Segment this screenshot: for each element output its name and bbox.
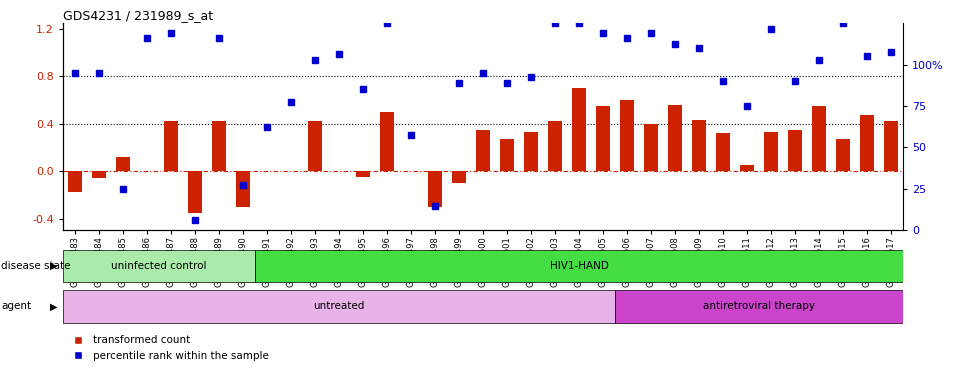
Text: ▶: ▶ — [50, 301, 58, 311]
Bar — [860, 116, 874, 171]
Bar — [740, 165, 754, 171]
Text: GDS4231 / 231989_s_at: GDS4231 / 231989_s_at — [63, 9, 213, 22]
Bar — [308, 121, 322, 171]
Bar — [716, 133, 730, 171]
Bar — [548, 121, 562, 171]
Text: antiretroviral therapy: antiretroviral therapy — [703, 301, 815, 311]
Text: uninfected control: uninfected control — [111, 261, 207, 271]
Bar — [163, 121, 178, 171]
Bar — [615, 290, 903, 323]
Bar — [499, 139, 514, 171]
Bar — [884, 121, 898, 171]
Bar — [63, 290, 615, 323]
Bar — [255, 250, 903, 282]
Bar — [836, 139, 850, 171]
Bar — [355, 171, 370, 177]
Bar — [596, 106, 611, 171]
Bar — [187, 171, 202, 213]
Bar — [428, 171, 442, 207]
Bar — [380, 112, 394, 171]
Text: agent: agent — [1, 301, 31, 311]
Text: ▶: ▶ — [50, 261, 58, 271]
Bar — [92, 171, 106, 178]
Bar — [63, 250, 255, 282]
Bar — [692, 120, 706, 171]
Bar — [116, 157, 130, 171]
Text: disease state: disease state — [1, 261, 71, 271]
Bar — [236, 171, 250, 207]
Bar — [68, 171, 82, 192]
Text: HIV1-HAND: HIV1-HAND — [550, 261, 609, 271]
Bar — [788, 130, 803, 171]
Bar — [476, 130, 490, 171]
Bar — [620, 100, 635, 171]
Bar — [668, 105, 682, 171]
Bar — [764, 132, 779, 171]
Bar — [524, 132, 538, 171]
Text: untreated: untreated — [313, 301, 364, 311]
Bar — [644, 124, 658, 171]
Bar — [212, 121, 226, 171]
Legend: transformed count, percentile rank within the sample: transformed count, percentile rank withi… — [68, 336, 269, 361]
Bar — [572, 88, 586, 171]
Bar — [452, 171, 467, 183]
Bar — [812, 106, 826, 171]
